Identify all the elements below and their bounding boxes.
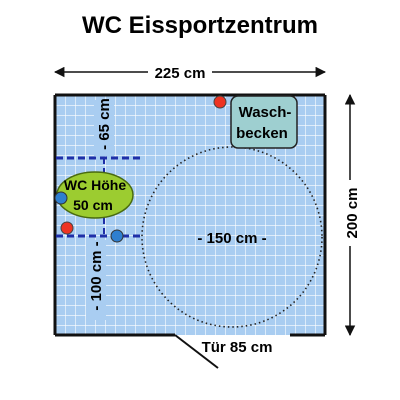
red-marker-sink [213,95,227,109]
sink-label-line1: Wasch- [239,104,292,121]
turning-circle [141,146,323,328]
page-title: WC Eissportzentrum [81,12,318,39]
height-label: 200 cm [344,188,361,239]
red-marker-wall [60,221,74,235]
blue-marker-wc [54,191,68,205]
door-label: Tür 85 cm [202,339,273,356]
walls [53,93,327,337]
width-label: 225 cm [155,65,206,82]
lower-offset-label: - 100 cm - [88,241,105,310]
turning-circle-label: - 150 cm - [197,230,266,247]
blue-marker-grab-bar [110,229,124,243]
door-line [174,334,219,369]
wc-label-line2: 50 cm [73,197,113,213]
sink [230,95,298,149]
upper-offset-label: - 65 cm [96,98,113,150]
wc-label-line1: WC Höhe [64,177,126,193]
sink-label-line2: becken [236,125,288,142]
